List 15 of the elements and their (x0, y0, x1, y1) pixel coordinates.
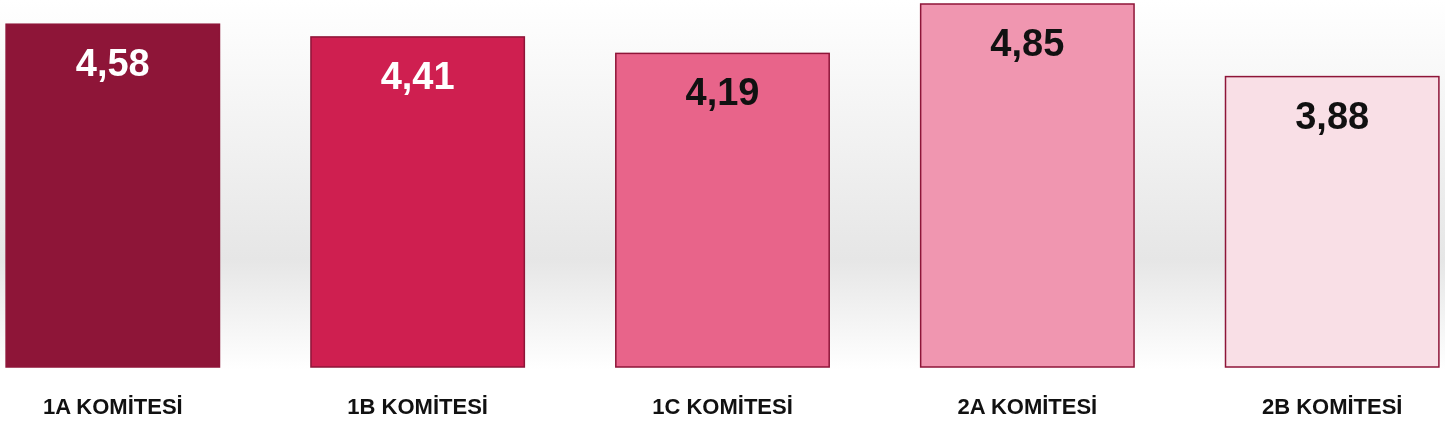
bar (615, 52, 830, 368)
x-tick-label: 2B KOMİTESİ (1261, 394, 1403, 419)
bar (919, 3, 1135, 368)
data-label: 4,58 (75, 42, 150, 85)
x-tick-label: 1C KOMİTESİ (652, 394, 793, 419)
bar (5, 23, 221, 368)
data-label: 4,85 (990, 22, 1065, 64)
x-tick-label: 2A KOMİTESİ (957, 394, 1098, 419)
bar (310, 36, 526, 368)
data-label: 3,88 (1295, 94, 1370, 137)
bar (1224, 75, 1440, 368)
data-label: 4,19 (685, 71, 760, 114)
x-tick-label: 1B KOMİTESİ (347, 394, 488, 419)
x-tick-label: 1A KOMİTESİ (42, 394, 183, 419)
data-label: 4,41 (380, 54, 455, 97)
